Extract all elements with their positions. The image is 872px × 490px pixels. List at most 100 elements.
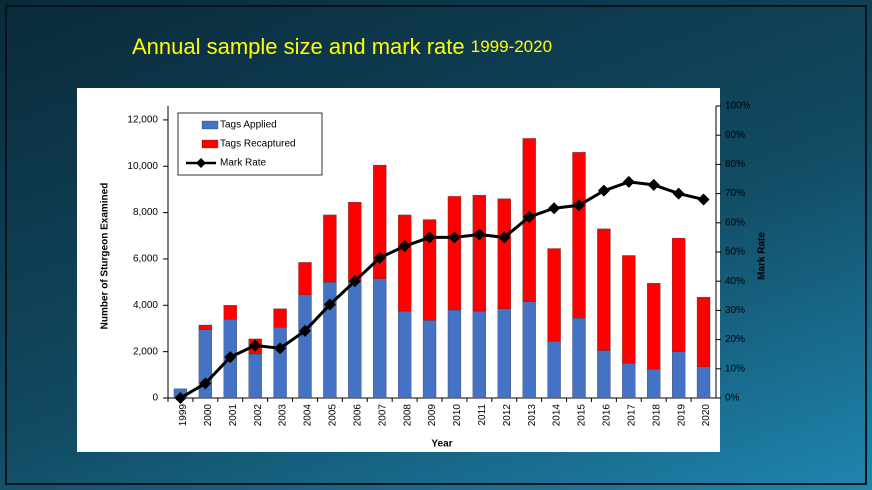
x-tick-label: 2012	[502, 404, 513, 427]
y2-tick-label: 80%	[725, 159, 745, 170]
bar	[323, 214, 337, 283]
marker	[523, 210, 536, 223]
bar	[223, 305, 237, 320]
bar	[522, 301, 536, 399]
x-tick-label: 2015	[577, 404, 588, 427]
x-tick-label: 2004	[303, 404, 314, 427]
x-tick-label: 2009	[427, 404, 438, 427]
x-tick-label: 2017	[626, 404, 637, 427]
y-tick-label: 10,000	[127, 161, 158, 172]
bar	[273, 327, 287, 399]
bar	[671, 237, 686, 352]
y2-tick-label: 60%	[725, 217, 745, 228]
bar	[572, 317, 586, 399]
x-tick-label: 2000	[203, 404, 214, 427]
y2-tick-label: 90%	[725, 130, 745, 141]
bar	[647, 283, 661, 370]
x-tick-label: 2007	[377, 404, 388, 427]
y-tick-label: 2,000	[133, 346, 158, 357]
bar	[348, 280, 362, 399]
bar	[397, 310, 412, 399]
legend-label: Tags Applied	[220, 120, 277, 131]
y-tick-label: 4,000	[133, 300, 158, 311]
x-tick-label: 1999	[178, 404, 189, 427]
y2-tick-label: 50%	[725, 247, 745, 258]
bar	[472, 310, 487, 399]
x-tick-label: 2005	[328, 404, 339, 427]
legend-label: Mark Rate	[220, 158, 267, 169]
marker	[274, 342, 287, 355]
marker	[398, 240, 411, 253]
bar	[622, 363, 636, 399]
x-tick-label: 2019	[676, 404, 687, 427]
bar	[472, 195, 487, 312]
plot: 0 2,000 4,000 6,000 8,000 10,000 12,000 0% 10% 20…	[100, 101, 768, 450]
bar	[597, 228, 611, 351]
x-tick-label: 2020	[701, 404, 712, 427]
y2-tick-label: 40%	[725, 276, 745, 287]
bar	[572, 152, 586, 319]
marker	[672, 187, 685, 200]
bar	[447, 309, 462, 399]
marker	[597, 184, 610, 197]
y-axis-label: Number of Sturgeon Examined	[100, 183, 111, 330]
bar	[298, 294, 312, 399]
legend-swatch	[201, 120, 219, 130]
bar	[373, 278, 387, 399]
y-tick-label: 0	[152, 393, 158, 404]
x-tick-label: 2014	[552, 404, 563, 427]
bar	[422, 219, 437, 321]
marker	[573, 199, 585, 212]
slide-frame	[5, 5, 867, 485]
marker	[249, 339, 262, 352]
slide-title: Annual sample size and mark rate 1999-20…	[132, 34, 552, 59]
marker	[323, 298, 336, 311]
y-tick-label: 8,000	[133, 207, 158, 218]
y-tick-label: 12,000	[127, 115, 158, 126]
marker	[622, 175, 635, 188]
x-tick-label: 2010	[452, 404, 463, 427]
y2-tick-label: 0%	[725, 393, 740, 404]
y2-tick-label: 20%	[725, 334, 745, 345]
bar	[373, 164, 387, 279]
y-tick-label: 6,000	[133, 254, 158, 265]
bar	[497, 198, 511, 309]
bar	[447, 196, 462, 311]
marker	[373, 251, 386, 264]
bar	[298, 262, 312, 296]
marker	[299, 324, 311, 337]
bar	[547, 341, 561, 399]
y2-axis-label: Mark Rate	[757, 232, 768, 280]
marker	[473, 228, 486, 241]
marker	[224, 351, 237, 364]
marker	[348, 275, 361, 288]
marker	[498, 231, 511, 244]
line-series	[179, 180, 704, 400]
y2-tick-label: 70%	[725, 188, 745, 199]
legend: Tags Applied Tags Recaptured Mark Rate	[177, 112, 323, 176]
marker	[199, 377, 212, 390]
legend-swatch	[201, 139, 219, 149]
marker	[174, 392, 187, 404]
y2-tick-label: 10%	[725, 363, 745, 374]
x-tick-label: 2001	[228, 404, 239, 427]
title-main: Annual sample size and mark rate	[132, 34, 465, 59]
marker	[423, 231, 436, 244]
bar	[696, 366, 711, 399]
title-years: 1999-2020	[471, 37, 552, 56]
bar	[647, 368, 661, 399]
marker	[647, 178, 660, 191]
marker	[548, 202, 561, 215]
bar	[696, 297, 711, 367]
x-axis-label: Year	[431, 439, 452, 450]
bar	[248, 353, 262, 399]
x-tick-label: 2018	[651, 404, 662, 427]
x-tick-label: 2006	[352, 404, 363, 427]
legend-marker	[196, 158, 206, 168]
bar	[348, 202, 362, 282]
y2-tick-label: 100%	[725, 101, 751, 112]
y2-tick-label: 30%	[725, 305, 745, 316]
x-tick-label: 2003	[278, 404, 289, 427]
bar	[671, 351, 686, 399]
